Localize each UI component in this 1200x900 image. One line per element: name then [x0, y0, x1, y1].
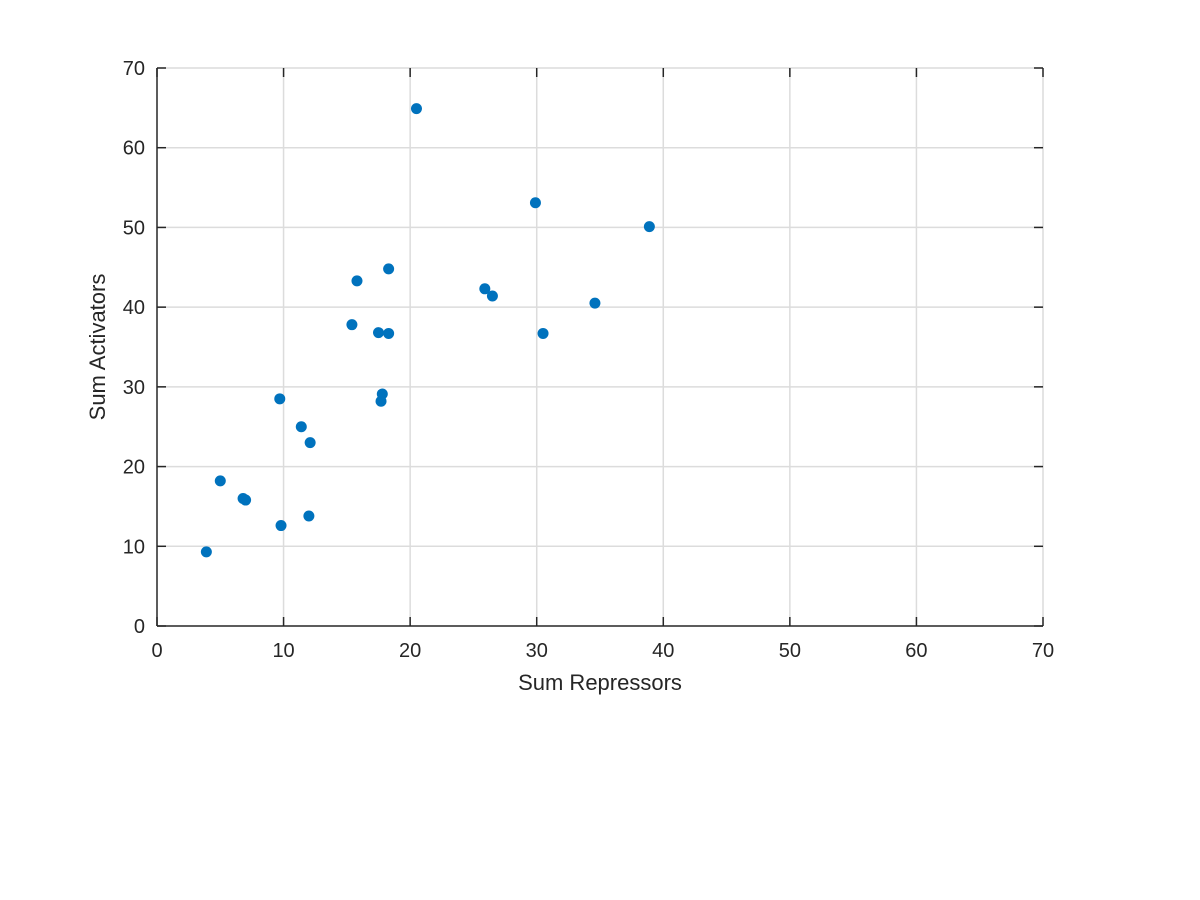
x-tick-label: 30	[526, 640, 548, 662]
x-tick-label: 60	[905, 640, 927, 662]
data-point	[383, 327, 395, 339]
data-point	[529, 197, 541, 209]
data-point	[274, 393, 286, 405]
data-point	[304, 437, 316, 449]
axes	[156, 67, 1044, 627]
data-point	[295, 421, 307, 433]
data-point	[200, 546, 212, 558]
data-point	[214, 475, 226, 487]
data-points	[200, 103, 655, 558]
data-point	[346, 319, 358, 331]
data-point	[643, 221, 655, 233]
y-tick-label: 40	[123, 297, 145, 319]
y-tick-label: 10	[123, 536, 145, 558]
y-tick-label: 60	[123, 138, 145, 160]
data-point	[479, 283, 491, 295]
x-tick-label: 20	[399, 640, 421, 662]
x-tick-label: 0	[151, 640, 162, 662]
y-tick-label: 30	[123, 377, 145, 399]
data-point	[240, 494, 252, 506]
y-tick-label: 70	[123, 58, 145, 80]
x-tick-label: 40	[652, 640, 674, 662]
data-point	[589, 297, 601, 309]
data-point	[275, 520, 287, 532]
x-tick-label: 70	[1032, 640, 1054, 662]
grid	[157, 67, 1044, 626]
x-axis-label: Sum Repressors	[518, 670, 682, 695]
data-point	[410, 103, 422, 115]
y-axis-label: Sum Activators	[85, 274, 110, 421]
data-point	[486, 290, 498, 302]
y-tick-label: 0	[134, 616, 145, 638]
x-tick-label: 50	[779, 640, 801, 662]
y-tick-label: 50	[123, 217, 145, 239]
data-point	[303, 510, 315, 522]
data-point	[376, 388, 388, 400]
y-tick-label: 20	[123, 457, 145, 479]
data-point	[537, 327, 549, 339]
x-tick-label: 10	[272, 640, 294, 662]
tick-labels: 0 10 20 30 40 50 60 70 0 10 20 30 40 50 60 70	[123, 58, 1054, 662]
data-point	[351, 275, 363, 287]
data-point	[383, 263, 395, 275]
data-point	[373, 327, 384, 339]
